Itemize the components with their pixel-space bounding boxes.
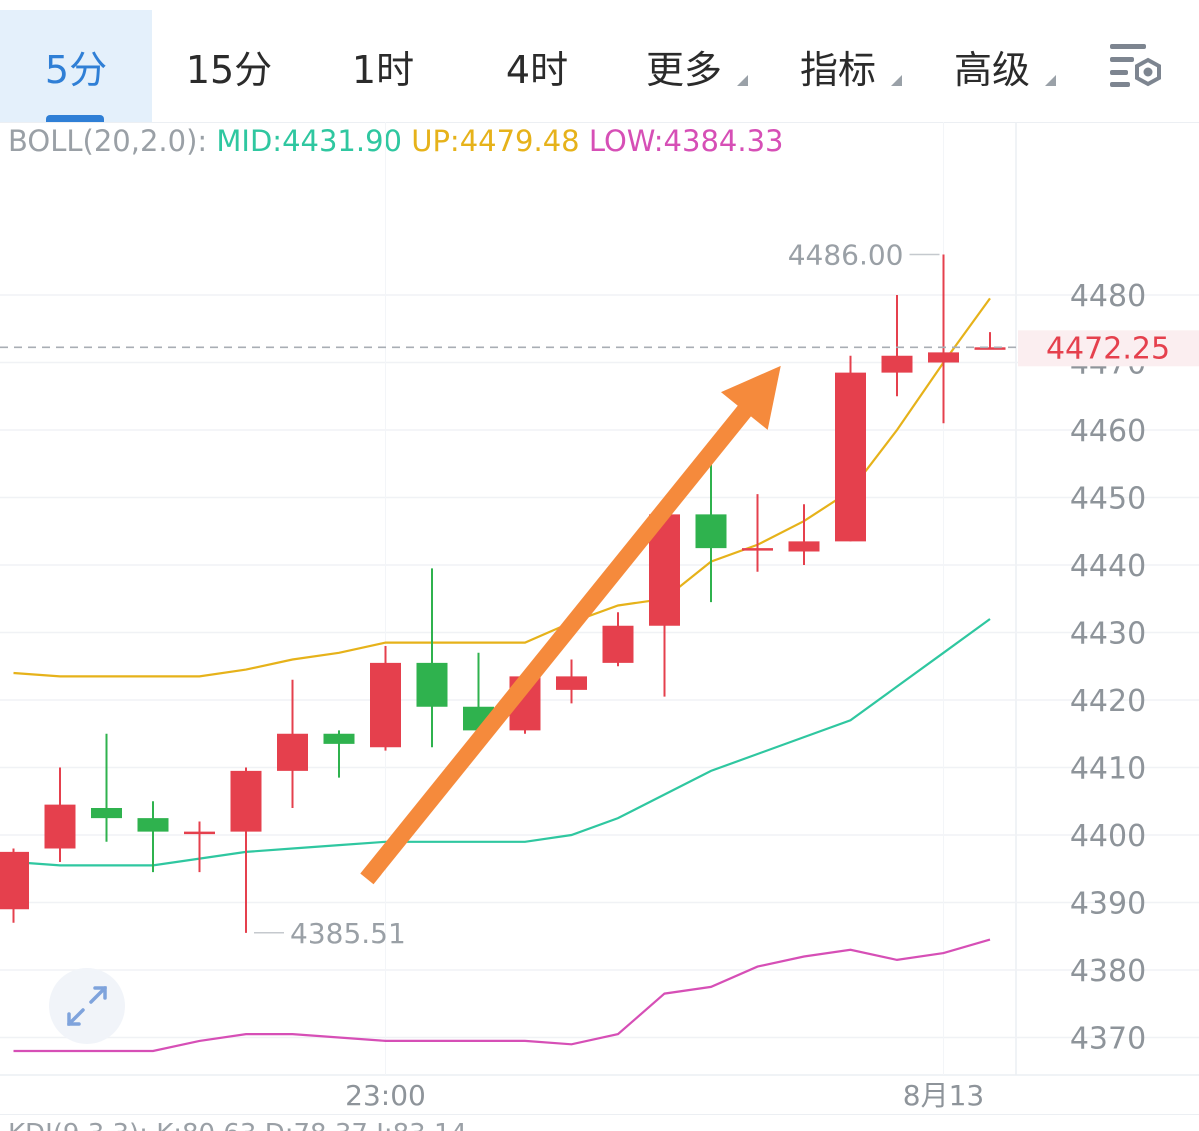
trend-arrow-shaft	[360, 402, 754, 885]
boll-indicator-name: BOLL(20,2.0):	[8, 124, 208, 158]
tab-15min[interactable]: 15分	[152, 10, 306, 122]
dropdown-caret-icon	[737, 75, 748, 86]
dropdown-caret-icon	[1045, 75, 1056, 86]
tab-label: 4时	[505, 47, 569, 92]
boll-mid-line	[13, 618, 991, 867]
y-tick-label: 4410	[1070, 752, 1146, 787]
current-price-label: 4472.25	[1046, 331, 1170, 366]
x-axis-labels: 23:00 8月13	[345, 1079, 984, 1112]
candle-body	[928, 352, 959, 363]
tab-label: 1时	[351, 47, 415, 92]
candle-body	[137, 818, 169, 832]
candle-body	[184, 831, 215, 835]
tab-label: 更多	[645, 47, 722, 92]
candle-body	[788, 541, 820, 552]
trend-arrow-head	[720, 365, 781, 430]
tab-label: 高级	[953, 47, 1030, 92]
candles	[0, 254, 1006, 933]
y-tick-label: 4390	[1070, 887, 1146, 922]
y-tick-label: 4420	[1070, 684, 1146, 719]
boll-mid-value: MID:4431.90	[216, 124, 402, 158]
y-axis-labels: 4370 4380 4390 4400 4410 4420 4430 4440 4450 4460…	[1070, 279, 1146, 1057]
tab-more[interactable]: 更多	[614, 10, 754, 122]
candle-body	[323, 733, 355, 744]
x-tick-label: 23:00	[345, 1079, 426, 1112]
grid-lines	[0, 122, 1199, 1076]
max-price-label: 4486.00	[788, 239, 904, 272]
candle-body	[556, 676, 587, 690]
boll-upper-line	[13, 297, 991, 678]
tab-4hour[interactable]: 4时	[460, 10, 614, 122]
boll-up-value: UP:4479.48	[411, 124, 580, 158]
candle-body	[881, 355, 913, 373]
candle-body	[0, 851, 29, 910]
boll-legend: BOLL(20,2.0): MID:4431.90 UP:4479.48 LOW…	[8, 124, 783, 158]
candle-body	[602, 625, 634, 663]
tab-label: 5分	[44, 47, 108, 92]
y-tick-label: 4480	[1070, 279, 1146, 314]
tab-1hour[interactable]: 1时	[306, 10, 460, 122]
candle-body	[974, 347, 1006, 350]
candle-body	[44, 804, 76, 849]
y-tick-label: 4400	[1070, 819, 1146, 854]
y-tick-label: 4380	[1070, 954, 1146, 989]
y-tick-label: 4440	[1070, 549, 1146, 584]
tab-advanced[interactable]: 高级	[922, 10, 1062, 122]
candle-body	[835, 372, 866, 542]
tab-5min[interactable]: 5分	[0, 10, 152, 122]
bollinger-band-lines	[13, 297, 991, 1053]
tab-indicators[interactable]: 指标	[768, 10, 908, 122]
candle-body	[370, 662, 401, 748]
y-tick-label: 4460	[1070, 414, 1146, 449]
candle-body	[277, 733, 308, 771]
boll-lower-line	[13, 938, 991, 1053]
candle-body	[742, 548, 773, 551]
candle-body	[230, 770, 262, 832]
tab-label: 指标	[799, 47, 876, 92]
expand-chart-button[interactable]	[49, 968, 125, 1044]
kdj-indicator-strip: KDJ(9,3,3): K:80.63 D:78.37 J:83.14	[0, 1114, 1199, 1131]
y-tick-label: 4370	[1070, 1022, 1146, 1057]
tab-label: 15分	[185, 47, 273, 92]
x-tick-label: 8月13	[903, 1079, 984, 1112]
annotations: 4472.25 4486.00 4385.51	[0, 239, 1199, 950]
y-tick-label: 4450	[1070, 482, 1146, 517]
min-price-label: 4385.51	[290, 917, 406, 950]
active-tab-underline	[46, 115, 104, 122]
kdj-indicator-text: KDJ(9,3,3): K:80.63 D:78.37 J:83.14	[8, 1119, 467, 1131]
timeframe-tab-bar: 5分 15分 1时 4时 更多 指标 高级	[0, 0, 1199, 123]
candle-body	[695, 514, 727, 549]
boll-low-value: LOW:4384.33	[588, 124, 784, 158]
dropdown-caret-icon	[891, 75, 902, 86]
y-tick-label: 4430	[1070, 617, 1146, 652]
candlestick-chart[interactable]: 4370 4380 4390 4400 4410 4420 4430 4440 4450 4460…	[0, 122, 1199, 1114]
candle-body	[416, 662, 448, 707]
candle-body	[91, 808, 122, 819]
expand-arrows-icon	[67, 986, 107, 1026]
chart-settings-icon[interactable]	[1106, 40, 1166, 92]
current-price-tag	[1018, 330, 1199, 367]
